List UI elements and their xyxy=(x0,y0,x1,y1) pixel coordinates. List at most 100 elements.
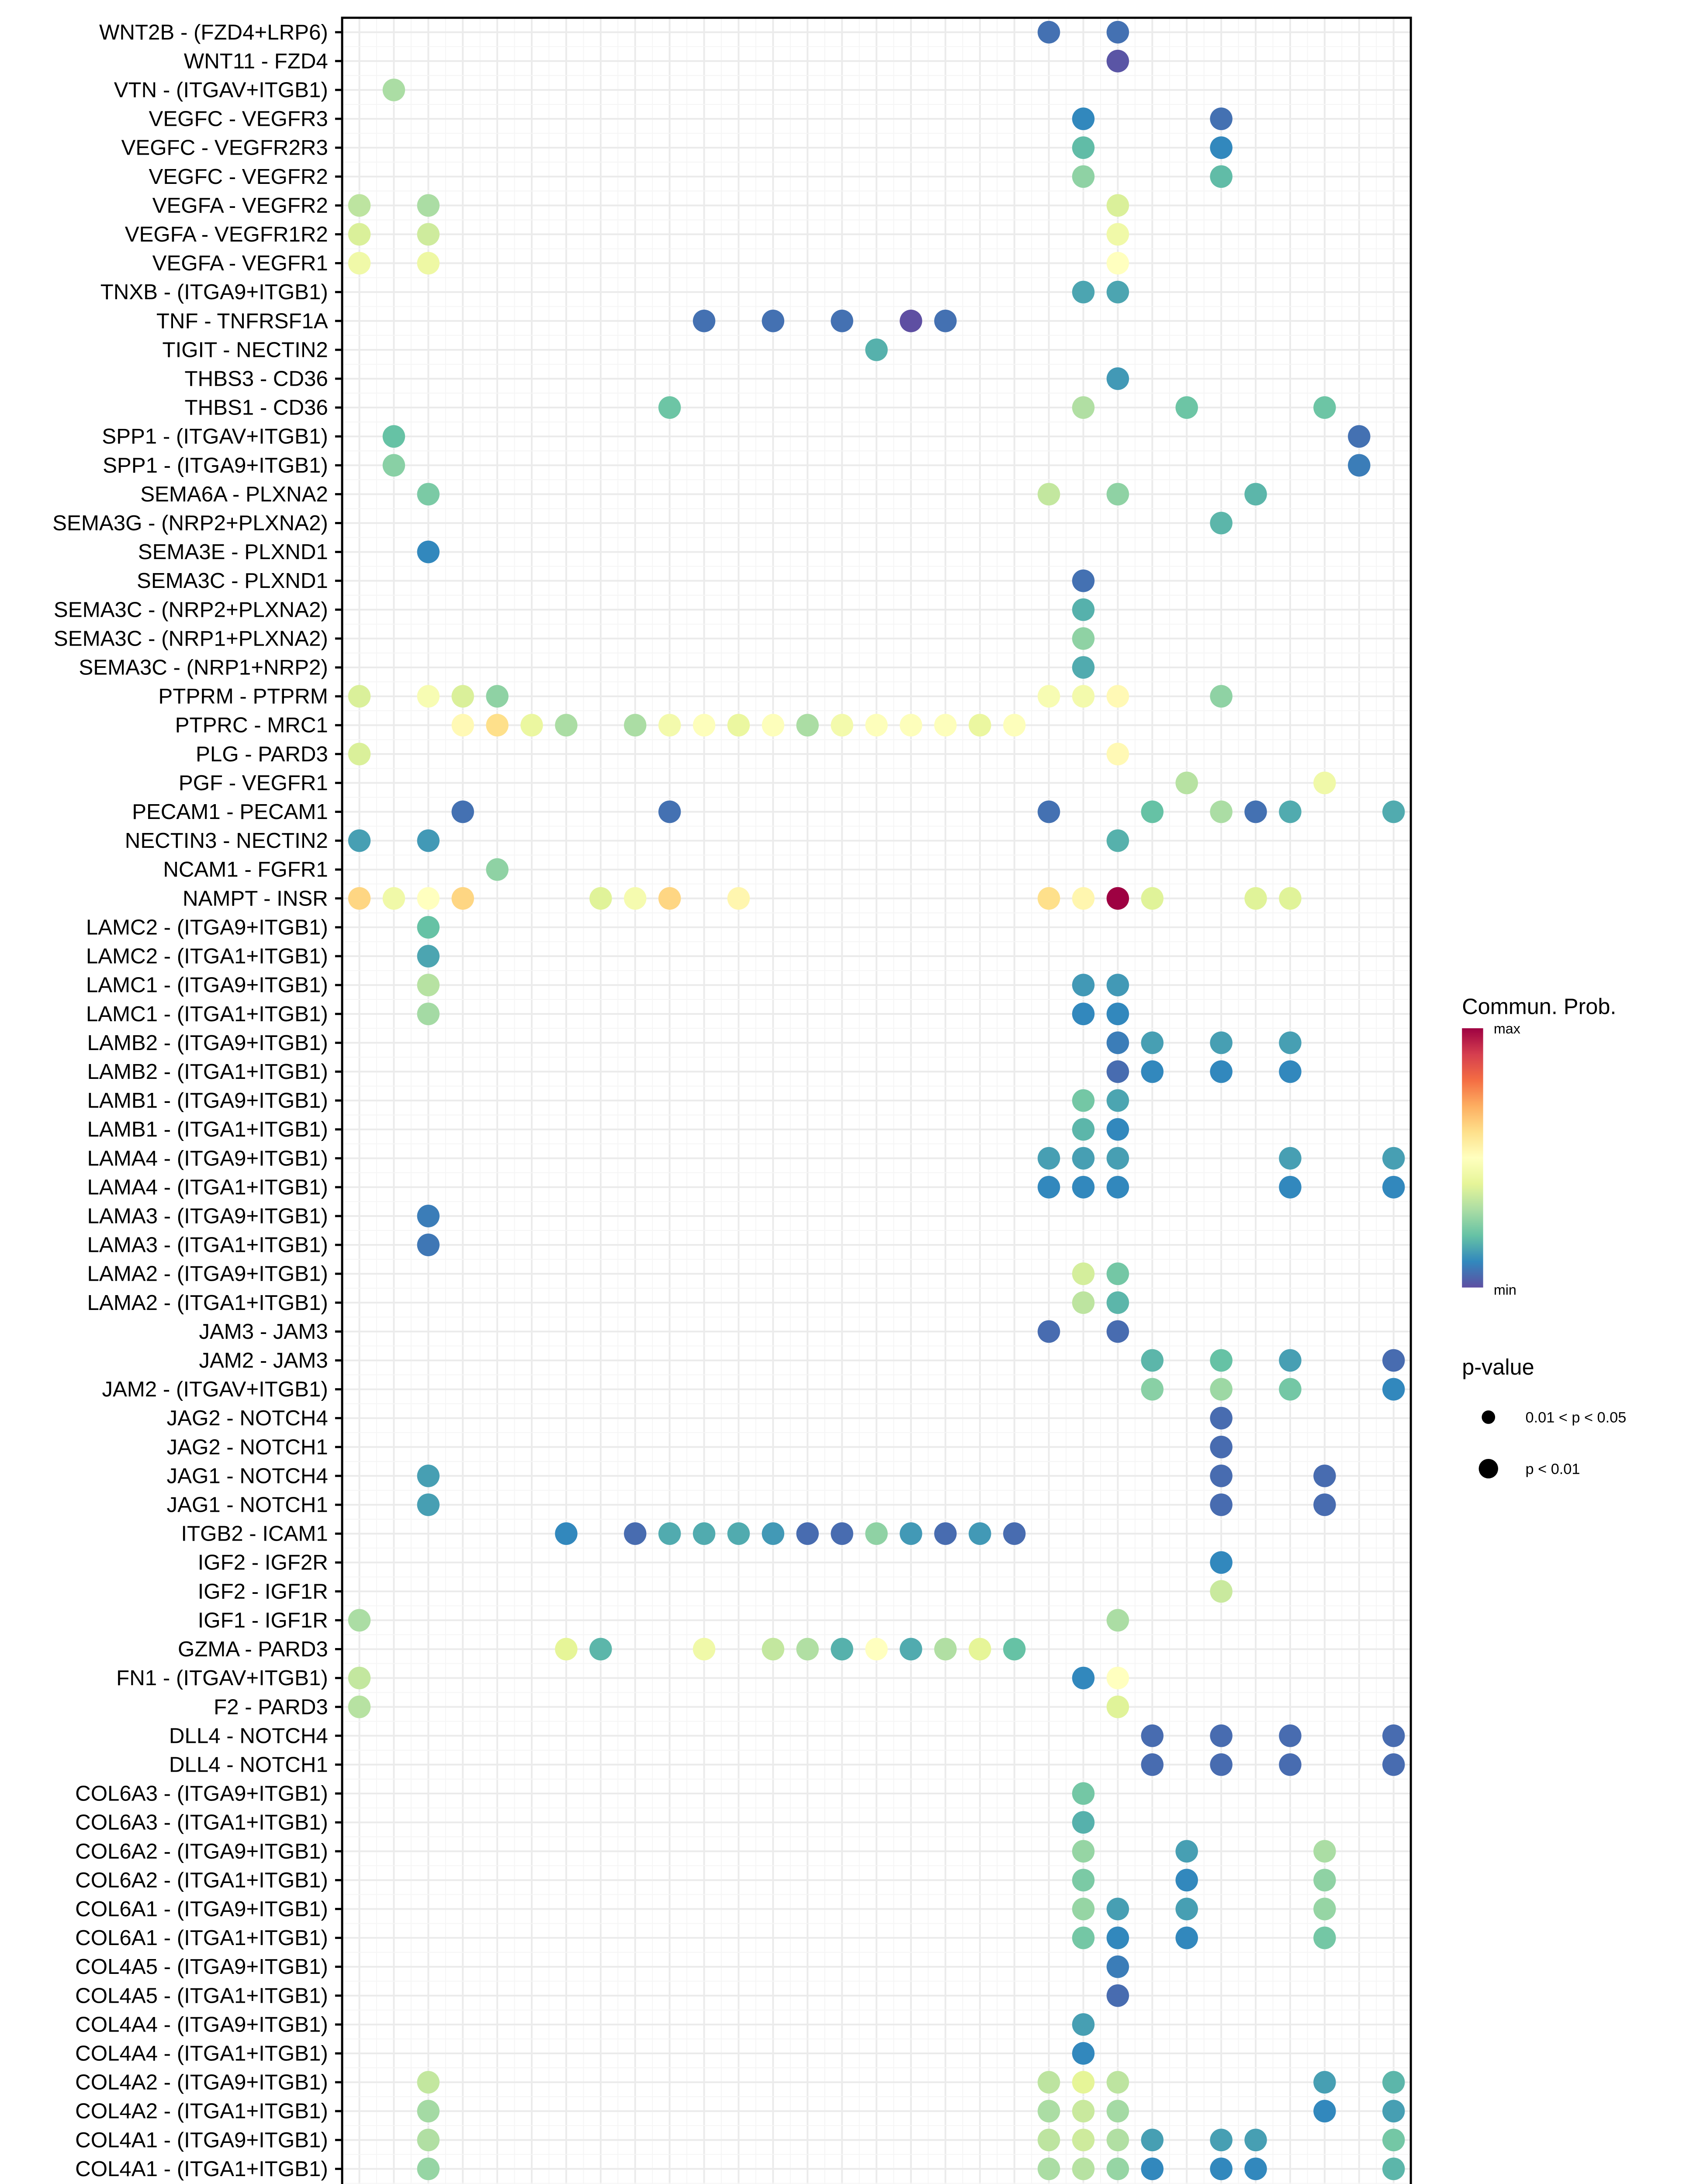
dot-55 xyxy=(486,714,509,737)
dot-141 xyxy=(1382,1349,1405,1372)
dot-124 xyxy=(1382,1147,1405,1170)
y-tick-label: WNT2B - (FZD4+LRP6) xyxy=(99,20,328,44)
dot-122 xyxy=(1106,1147,1129,1170)
y-tick-label: VEGFC - VEGFR2R3 xyxy=(121,136,328,160)
dot-190 xyxy=(1382,1724,1405,1747)
dot-49 xyxy=(486,685,509,708)
y-tick-label: LAMA4 - (ITGA1+ITGB1) xyxy=(87,1175,328,1199)
dot-161 xyxy=(831,1522,853,1545)
y-tick-label: COL4A2 - (ITGA1+ITGB1) xyxy=(75,2099,328,2123)
dot-238 xyxy=(1106,2157,1129,2181)
dot-154 xyxy=(555,1522,578,1545)
dot-211 xyxy=(1106,1955,1129,1978)
colorbar-max-label: max xyxy=(1494,1021,1520,1037)
y-tick-label: SEMA3C - (NRP1+NRP2) xyxy=(79,655,328,679)
dot-207 xyxy=(1072,1926,1095,1949)
dot-84 xyxy=(1106,829,1129,852)
dot-24 xyxy=(900,309,922,332)
dot-209 xyxy=(1175,1926,1198,1949)
dot-206 xyxy=(1313,1897,1336,1921)
dot-51 xyxy=(1072,685,1095,708)
dot-25 xyxy=(934,309,957,332)
dot-74 xyxy=(451,800,474,823)
dot-171 xyxy=(555,1638,578,1661)
dot-219 xyxy=(1313,2071,1336,2094)
dot-67 xyxy=(934,714,957,737)
dot-20 xyxy=(1106,280,1129,304)
y-tick-label: THBS1 - CD36 xyxy=(185,395,328,419)
y-tick-label: SPP1 - (ITGAV+ITGB1) xyxy=(102,425,328,449)
dot-216 xyxy=(1037,2071,1060,2094)
dot-172 xyxy=(589,1638,612,1661)
dot-152 xyxy=(1210,1493,1233,1516)
grid-lines xyxy=(342,17,1411,2184)
dot-69 xyxy=(1003,714,1026,737)
dot-166 xyxy=(1003,1522,1026,1545)
y-tick-label: JAG1 - NOTCH1 xyxy=(167,1493,328,1517)
dot-227 xyxy=(417,2129,440,2152)
y-tick-label: COL4A4 - (ITGA9+ITGB1) xyxy=(75,2012,328,2036)
y-tick-label: GZMA - PARD3 xyxy=(178,1637,328,1661)
dot-86 xyxy=(348,887,371,910)
dot-97 xyxy=(1141,887,1164,910)
dot-236 xyxy=(1037,2157,1060,2181)
dot-155 xyxy=(624,1522,647,1545)
y-tick-label: SEMA6A - PLXNA2 xyxy=(140,482,328,506)
dot-217 xyxy=(1072,2071,1095,2094)
dot-186 xyxy=(1106,1695,1129,1718)
dot-54 xyxy=(451,714,474,737)
dot-177 xyxy=(865,1638,888,1661)
dot-241 xyxy=(1244,2157,1267,2181)
dot-134 xyxy=(1072,1291,1095,1314)
y-tick-label: TNXB - (ITGA9+ITGB1) xyxy=(100,280,328,304)
dot-82 xyxy=(348,829,371,852)
y-tick-label: LAMC1 - (ITGA9+ITGB1) xyxy=(86,973,328,997)
dot-28 xyxy=(658,396,681,419)
y-tick-label: COL6A3 - (ITGA9+ITGB1) xyxy=(75,1781,328,1805)
dot-233 xyxy=(1244,2129,1267,2152)
dot-204 xyxy=(1106,1897,1129,1921)
dot-229 xyxy=(1072,2129,1095,2152)
dot-202 xyxy=(1313,1869,1336,1892)
dot-9 xyxy=(1210,165,1233,188)
dot-45 xyxy=(1072,656,1095,679)
y-tick-label: F2 - PARD3 xyxy=(214,1695,328,1719)
dot-242 xyxy=(1382,2157,1405,2181)
dot-26 xyxy=(865,338,888,361)
y-tick-label: IGF2 - IGF2R xyxy=(198,1551,328,1575)
dot-48 xyxy=(451,685,474,708)
dot-179 xyxy=(934,1638,957,1661)
y-tick-label: VEGFA - VEGFR1 xyxy=(152,251,328,275)
dot-93 xyxy=(727,887,750,910)
dot-170 xyxy=(1106,1609,1129,1632)
dot-123 xyxy=(1279,1147,1302,1170)
dot-102 xyxy=(417,974,440,997)
dot-111 xyxy=(1279,1031,1302,1054)
colorbar xyxy=(1462,1028,1483,1288)
y-tick-label: VTN - (ITGAV+ITGB1) xyxy=(114,78,328,102)
y-tick-label: LAMA3 - (ITGA9+ITGB1) xyxy=(87,1204,328,1228)
dot-239 xyxy=(1141,2157,1164,2181)
dot-146 xyxy=(1210,1406,1233,1430)
y-tick-label: DLL4 - NOTCH1 xyxy=(169,1752,328,1776)
dot-197 xyxy=(1072,1840,1095,1863)
dot-85 xyxy=(486,858,509,881)
dot-103 xyxy=(1072,974,1095,997)
y-tick-label: IGF2 - IGF1R xyxy=(198,1579,328,1603)
dot-62 xyxy=(762,714,785,737)
dot-144 xyxy=(1279,1378,1302,1401)
y-tick-label: LAMB1 - (ITGA1+ITGB1) xyxy=(87,1117,328,1141)
dot-223 xyxy=(1072,2100,1095,2123)
dot-1 xyxy=(1106,21,1129,44)
dot-33 xyxy=(1348,425,1371,448)
y-tick-label: COL6A2 - (ITGA9+ITGB1) xyxy=(75,1839,328,1863)
y-tick-label: SEMA3C - PLXND1 xyxy=(137,569,328,593)
dot-213 xyxy=(1072,2013,1095,2036)
dot-94 xyxy=(1037,887,1060,910)
y-tick-label: JAG1 - NOTCH4 xyxy=(167,1464,328,1488)
dot-162 xyxy=(865,1522,888,1545)
dot-130 xyxy=(417,1205,440,1227)
dot-128 xyxy=(1279,1175,1302,1199)
dot-79 xyxy=(1244,800,1267,823)
y-tick-label: JAM2 - (ITGAV+ITGB1) xyxy=(102,1377,328,1401)
